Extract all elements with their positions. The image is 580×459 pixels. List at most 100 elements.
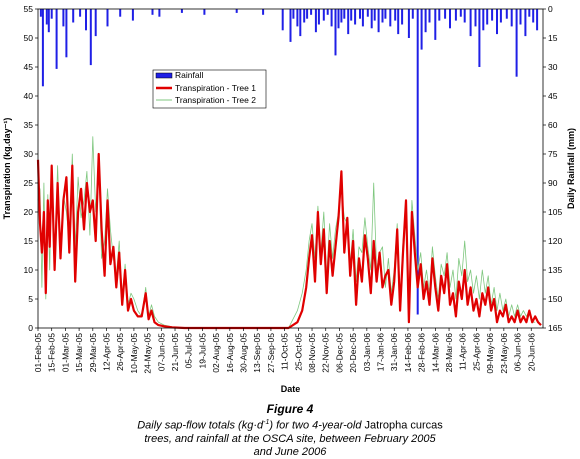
rainfall-bar <box>444 9 447 19</box>
rainfall-bar <box>373 9 376 21</box>
right-tick-label: 105 <box>548 207 562 217</box>
rainfall-bar <box>401 9 404 25</box>
rainfall-bar <box>79 9 82 17</box>
x-tick-label: 23-May-06 <box>499 333 509 374</box>
left-tick-label: 0 <box>28 323 33 333</box>
tree1-line <box>36 152 542 330</box>
rainfall-bar <box>151 9 154 15</box>
rainfall-bar <box>463 9 466 23</box>
x-tick-label: 15-Mar-05 <box>74 333 84 372</box>
rainfall-bar <box>532 9 535 23</box>
x-tick-label: 13-Sep-05 <box>252 333 262 373</box>
rainfall-bar <box>510 9 513 27</box>
caption-text-b: ) for two 4-year-old <box>269 419 365 432</box>
rainfall-bar <box>449 9 451 29</box>
plot-area <box>38 9 543 328</box>
rainfall-bar <box>416 9 419 315</box>
left-tick-label: 45 <box>24 62 34 72</box>
right-tick-label: 90 <box>548 178 558 188</box>
left-tick-label: 30 <box>24 149 34 159</box>
rainfall-bar <box>262 9 265 15</box>
rainfall-bar <box>499 9 502 23</box>
rainfall-bar <box>519 9 522 25</box>
x-tick-label: 28-Mar-06 <box>444 333 454 372</box>
rainfall-bar <box>50 9 53 19</box>
right-tick-label: 165 <box>548 323 562 333</box>
rainfall-bar <box>496 9 498 35</box>
rainfall-bar <box>389 9 392 27</box>
right-tick-label: 75 <box>548 149 558 159</box>
rainfall-bar <box>106 9 109 27</box>
caption-superscript: -1 <box>263 419 270 426</box>
right-tick-label: 135 <box>548 265 562 275</box>
rainfall-bar <box>85 9 87 31</box>
right-tick-label: 30 <box>548 62 558 72</box>
caption-line-1: Daily sap-flow totals (kg·d-1) for two 4… <box>0 416 580 433</box>
x-tick-label: 06-Jun-06 <box>513 333 523 372</box>
x-tick-label: 22-Nov-05 <box>321 333 331 373</box>
x-tick-label: 21-Jun-05 <box>170 333 180 372</box>
right-tick-label: 150 <box>548 294 562 304</box>
rainfall-bar <box>377 9 380 33</box>
rainfall-bar <box>314 9 317 33</box>
left-tick-label: 5 <box>28 294 33 304</box>
rainfall-bar <box>39 9 42 17</box>
rainfall-bar <box>347 9 350 35</box>
rainfall-bar <box>381 9 384 23</box>
rainfall-bar <box>47 9 50 33</box>
rainfall-bar <box>235 9 238 13</box>
rainfall-bars <box>39 9 539 315</box>
rainfall-bar <box>303 9 306 23</box>
left-tick-label: 25 <box>24 178 34 188</box>
rainfall-bar <box>281 9 284 31</box>
rainfall-bar <box>350 9 353 21</box>
tree1-series <box>36 152 542 330</box>
rainfall-bar <box>322 9 325 21</box>
left-tick-label: 55 <box>24 4 34 14</box>
left-tick-label: 40 <box>24 91 34 101</box>
rainfall-bar <box>326 9 329 15</box>
rainfall-bar <box>310 9 313 15</box>
rainfall-bar <box>299 9 302 37</box>
x-tick-label: 17-Jan-06 <box>376 333 386 372</box>
rainfall-bar <box>420 9 423 50</box>
x-tick-label: 30-Aug-05 <box>239 333 249 373</box>
rainfall-bar <box>384 9 387 19</box>
rainfall-bar <box>203 9 206 15</box>
right-axis-title: Daily Rainfall (mm) <box>566 128 576 209</box>
rainfall-bar <box>434 9 437 40</box>
x-tick-label: 11-Oct-05 <box>280 333 290 370</box>
rainfall-bar <box>454 9 457 21</box>
rainfall-bar <box>486 9 489 25</box>
x-tick-label: 08-Nov-05 <box>307 333 317 373</box>
rainfall-bar <box>296 9 299 27</box>
x-tick-label: 01-Feb-05 <box>33 333 43 372</box>
rainfall-bar <box>482 9 485 31</box>
x-tick-label: 05-Jul-05 <box>184 333 194 369</box>
x-tick-label: 25-Apr-06 <box>471 333 481 371</box>
x-tick-label: 15-Feb-05 <box>47 333 57 372</box>
left-tick-label: 20 <box>24 207 34 217</box>
left-tick-label: 35 <box>24 120 34 130</box>
x-tick-label: 02-Aug-05 <box>211 333 221 373</box>
x-tick-label: 10-May-05 <box>129 333 139 374</box>
rainfall-bar <box>536 9 539 31</box>
right-tick-label: 120 <box>548 236 562 246</box>
rainfall-bar <box>491 9 494 21</box>
x-tick-label: 26-Apr-05 <box>115 333 125 371</box>
right-tick-label: 0 <box>548 4 553 14</box>
rainfall-bar <box>41 9 44 87</box>
x-tick-label: 03-Jan-06 <box>362 333 372 372</box>
sapflow-rainfall-chart: 0 5 10 15 20 25 30 35 40 45 50 55 0 15 30 45 60 75 90 105 12… <box>2 4 576 394</box>
x-tick-label: 09-May-06 <box>485 333 495 374</box>
rainfall-bar <box>158 9 161 17</box>
rainfall-bar <box>289 9 292 42</box>
rainfall-bar <box>131 9 134 21</box>
x-tick-label: 16-Aug-05 <box>225 333 235 373</box>
x-tick-label: 01-Mar-05 <box>60 333 70 372</box>
tree2-series <box>37 136 536 329</box>
rainfall-bar <box>366 9 369 17</box>
rainfall-bar <box>180 9 183 13</box>
left-tick-label: 15 <box>24 236 34 246</box>
caption-line-2: trees, and rainfall at the OSCA site, be… <box>144 432 436 445</box>
